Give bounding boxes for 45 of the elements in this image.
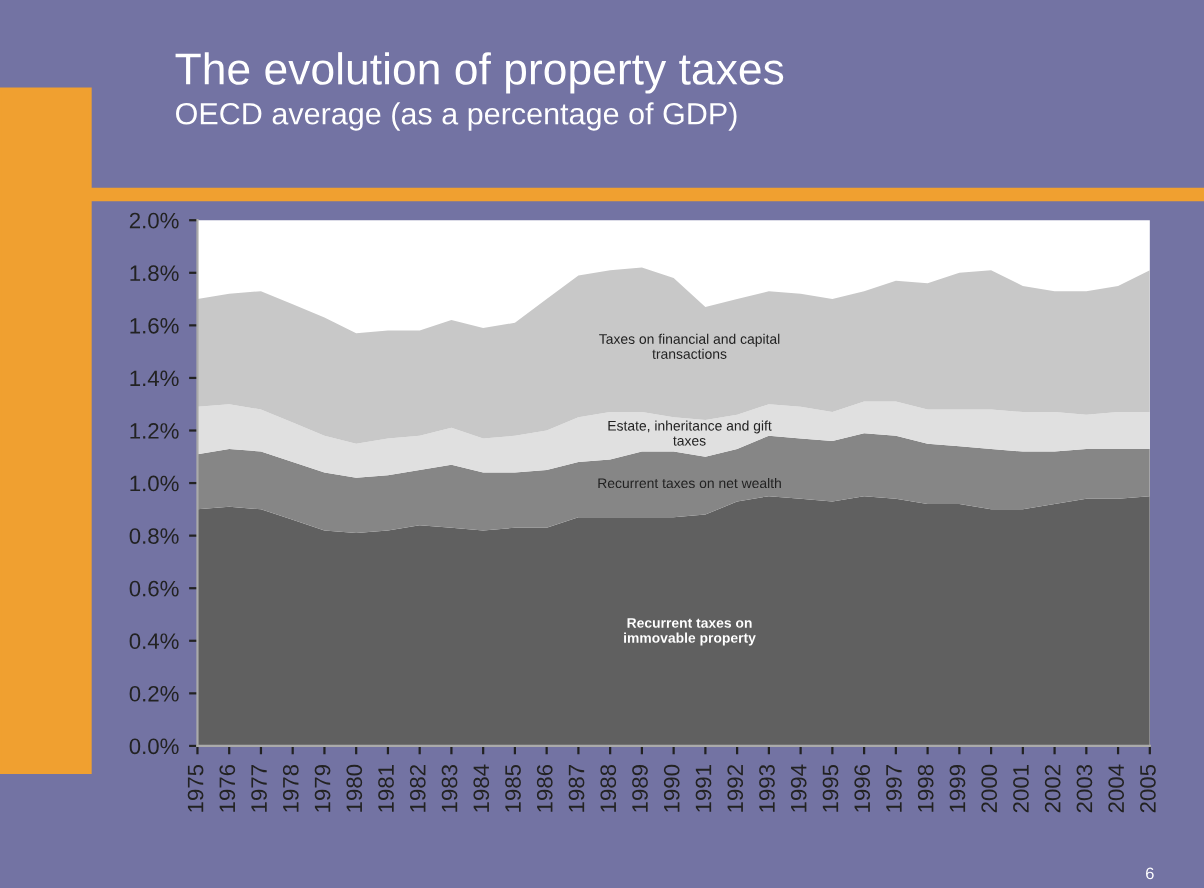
x-tick-label: 1997 [886, 765, 902, 812]
x-tick-label: 2000 [981, 764, 998, 813]
chart-title: The evolution of property taxes [175, 52, 784, 94]
text: 6 [1146, 867, 1154, 880]
x-tick-label: 2002 [1044, 765, 1061, 813]
y-tick-label: 0.8% [129, 528, 179, 544]
x-tick-label: 1998 [917, 764, 934, 812]
x-tick-label: 1992 [727, 765, 744, 812]
y-tick-label: 1.2% [130, 423, 179, 439]
x-tick-label: 1984 [473, 764, 490, 812]
x-tick-label: 1993 [759, 764, 775, 812]
x-tick-label: 2004 [1108, 764, 1125, 813]
x-tick-label: 1990 [663, 764, 680, 812]
x-tick-label: 1989 [632, 765, 648, 812]
x-tick-label: 1996 [854, 764, 871, 812]
chart-subtitle: OECD average (as a percentage of GDP) [176, 102, 737, 131]
x-tick-label: 1975 [187, 764, 204, 812]
x-tick-label: 1980 [346, 764, 363, 812]
x-tick-label: 2005 [1140, 764, 1156, 813]
x-tick-label: 2001 [1013, 765, 1029, 813]
x-tick-label: 1986 [536, 764, 553, 812]
y-tick-label: 0.0% [129, 738, 179, 755]
y-tick-label: 0.4% [129, 633, 179, 650]
x-tick-label: 1977 [251, 765, 267, 812]
x-tick-label: 1995 [822, 764, 839, 812]
y-tick-label: 1.0% [130, 475, 179, 492]
x-tick-label: 1999 [949, 765, 966, 812]
y-tick-label: 2.0% [129, 212, 179, 229]
x-tick-label: 1994 [790, 764, 807, 812]
x-tick-label: 1982 [409, 765, 426, 812]
x-tick-label: 1976 [219, 764, 236, 812]
y-tick-label: 1.8% [130, 265, 179, 282]
x-tick-label: 1991 [695, 765, 712, 812]
x-tick-label: 2003 [1076, 764, 1093, 813]
x-tick-label: 1985 [505, 764, 521, 812]
x-tick-label: 1979 [314, 765, 331, 812]
x-tick-label: 1987 [568, 765, 585, 812]
y-tick-label: 1.6% [130, 317, 179, 334]
y-tick-label: 0.2% [129, 685, 179, 702]
x-tick-label: 1983 [441, 764, 458, 812]
x-tick-label: 1981 [378, 765, 394, 812]
x-tick-label: 1978 [282, 764, 299, 812]
y-tick-label: 0.6% [129, 580, 179, 597]
y-tick-label: 1.4% [130, 370, 179, 387]
x-tick-label: 1988 [600, 764, 617, 812]
